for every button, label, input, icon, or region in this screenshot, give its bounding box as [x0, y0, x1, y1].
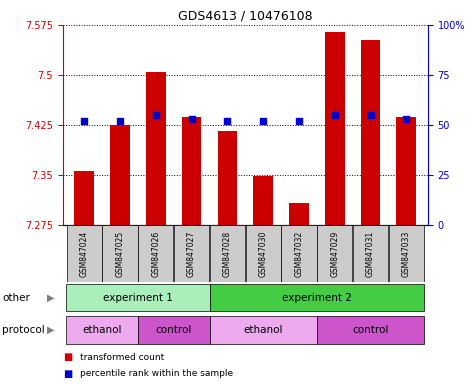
FancyBboxPatch shape — [210, 284, 424, 311]
Bar — [253, 176, 273, 225]
Point — [116, 118, 124, 124]
Text: other: other — [2, 293, 30, 303]
FancyBboxPatch shape — [138, 225, 173, 282]
Text: GSM847024: GSM847024 — [80, 230, 89, 276]
FancyBboxPatch shape — [174, 225, 209, 282]
Text: GSM847033: GSM847033 — [402, 230, 411, 276]
FancyBboxPatch shape — [317, 225, 352, 282]
Point — [331, 112, 339, 118]
Text: GSM847031: GSM847031 — [366, 230, 375, 276]
FancyBboxPatch shape — [246, 225, 281, 282]
Text: ▶: ▶ — [46, 325, 54, 335]
Text: ■: ■ — [63, 369, 72, 379]
Bar — [397, 117, 416, 225]
Text: GSM847026: GSM847026 — [151, 230, 160, 276]
Text: GSM847027: GSM847027 — [187, 230, 196, 276]
Text: experiment 1: experiment 1 — [103, 293, 173, 303]
Bar — [146, 71, 166, 225]
FancyBboxPatch shape — [317, 316, 424, 344]
Point — [367, 112, 374, 118]
Text: ethanol: ethanol — [82, 325, 122, 335]
FancyBboxPatch shape — [138, 316, 210, 344]
Point — [224, 118, 231, 124]
Point — [188, 116, 195, 122]
FancyBboxPatch shape — [66, 225, 102, 282]
Bar — [110, 125, 130, 225]
FancyBboxPatch shape — [389, 225, 424, 282]
Text: experiment 2: experiment 2 — [282, 293, 352, 303]
FancyBboxPatch shape — [281, 225, 317, 282]
Bar — [74, 171, 94, 225]
Bar — [289, 203, 309, 225]
Text: GSM847032: GSM847032 — [294, 230, 304, 276]
Text: control: control — [155, 325, 192, 335]
FancyBboxPatch shape — [210, 225, 245, 282]
Text: GSM847025: GSM847025 — [115, 230, 125, 276]
Text: transformed count: transformed count — [80, 353, 165, 362]
Bar — [361, 40, 380, 225]
Text: percentile rank within the sample: percentile rank within the sample — [80, 369, 233, 378]
FancyBboxPatch shape — [102, 225, 138, 282]
FancyBboxPatch shape — [66, 316, 138, 344]
FancyBboxPatch shape — [210, 316, 317, 344]
FancyBboxPatch shape — [353, 225, 388, 282]
Point — [259, 118, 267, 124]
Point — [403, 116, 410, 122]
Bar — [325, 31, 345, 225]
Text: GSM847028: GSM847028 — [223, 230, 232, 276]
Text: control: control — [352, 325, 389, 335]
Text: protocol: protocol — [2, 325, 45, 335]
Point — [295, 118, 303, 124]
Bar — [218, 131, 237, 225]
Text: ▶: ▶ — [46, 293, 54, 303]
Point — [152, 112, 159, 118]
Text: ■: ■ — [63, 352, 72, 362]
Bar — [182, 117, 201, 225]
Text: ethanol: ethanol — [244, 325, 283, 335]
Text: GSM847030: GSM847030 — [259, 230, 268, 276]
FancyBboxPatch shape — [66, 284, 210, 311]
Point — [80, 118, 88, 124]
Title: GDS4613 / 10476108: GDS4613 / 10476108 — [178, 9, 312, 22]
Text: GSM847029: GSM847029 — [330, 230, 339, 276]
